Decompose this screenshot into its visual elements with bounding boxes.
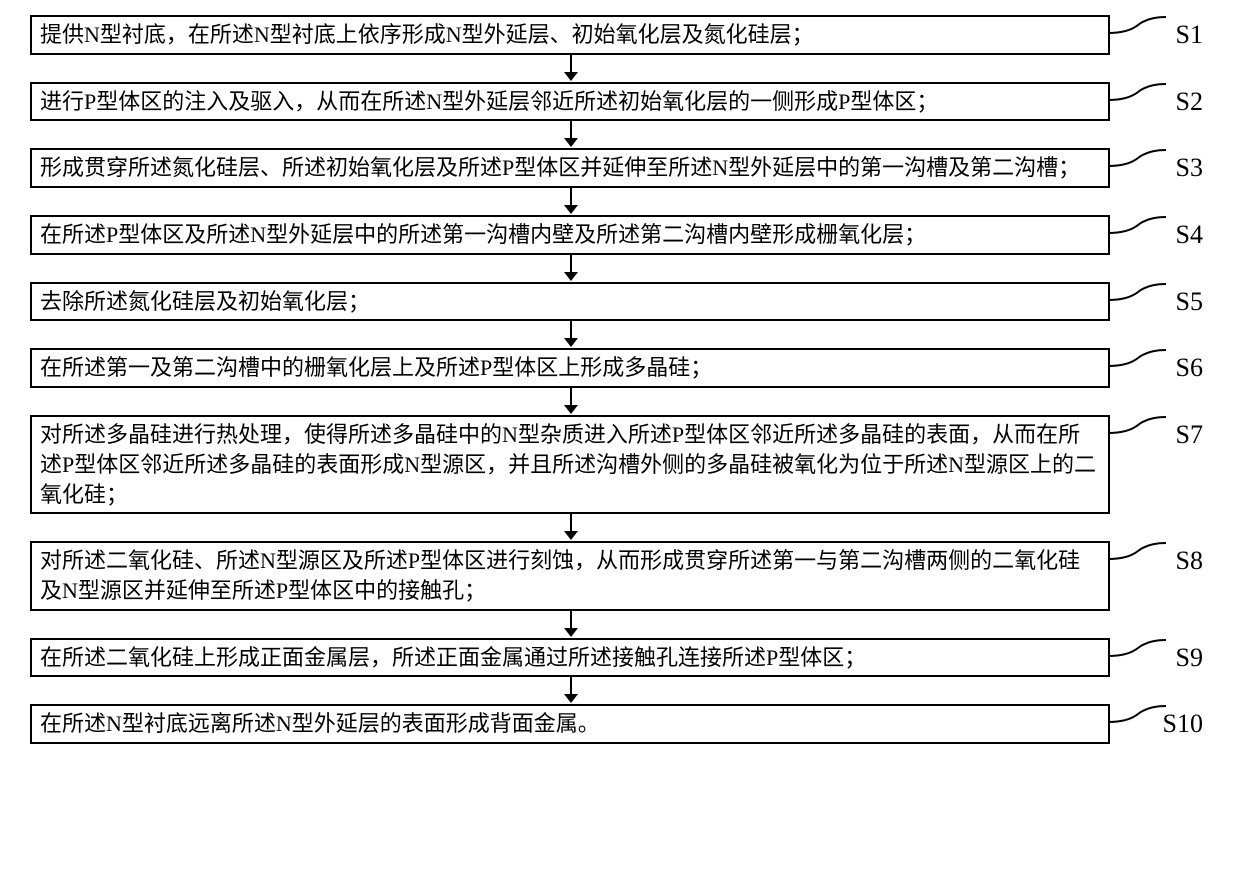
step-label-s3: S3 — [1176, 150, 1203, 185]
step-text: 形成贯穿所述氮化硅层、所述初始氧化层及所述P型体区并延伸至所述N型外延层中的第一… — [40, 155, 1080, 180]
connector-arrow — [30, 121, 1210, 148]
step-label-s5: S5 — [1176, 284, 1203, 319]
step-box-s2: 进行P型体区的注入及驱入，从而在所述N型外延层邻近所述初始氧化层的一侧形成P型体… — [30, 82, 1110, 122]
step-box-s7: 对所述多晶硅进行热处理，使得所述多晶硅中的N型杂质进入所述P型体区邻近所述多晶硅… — [30, 415, 1110, 514]
step-box-s8: 对所述二氧化硅、所述N型源区及所述P型体区进行刻蚀，从而形成贯穿所述第一与第二沟… — [30, 541, 1110, 610]
flowchart-canvas: 提供N型衬底，在所述N型衬底上依序形成N型外延层、初始氧化层及氮化硅层；S1进行… — [30, 15, 1210, 744]
connector-arrow — [30, 514, 1210, 541]
connector-arrow — [30, 255, 1210, 282]
step-box-s1: 提供N型衬底，在所述N型衬底上依序形成N型外延层、初始氧化层及氮化硅层；S1 — [30, 15, 1110, 55]
step-box-s6: 在所述第一及第二沟槽中的栅氧化层上及所述P型体区上形成多晶硅；S6 — [30, 348, 1110, 388]
step-box-s5: 去除所述氮化硅层及初始氧化层；S5 — [30, 282, 1110, 322]
connector-arrow — [30, 321, 1210, 348]
leader-line — [1108, 537, 1168, 565]
leader-line — [1108, 634, 1168, 662]
connector-arrow — [30, 611, 1210, 638]
leader-line — [1108, 278, 1168, 306]
leader-line — [1108, 144, 1168, 172]
step-label-s7: S7 — [1176, 417, 1203, 452]
connector-arrow — [30, 388, 1210, 415]
leader-line — [1108, 11, 1168, 39]
connector-arrow — [30, 677, 1210, 704]
step-label-s9: S9 — [1176, 640, 1203, 675]
leader-line — [1108, 344, 1168, 372]
step-label-s2: S2 — [1176, 84, 1203, 119]
step-text: 在所述P型体区及所述N型外延层中的所述第一沟槽内壁及所述第二沟槽内壁形成栅氧化层… — [40, 222, 926, 247]
step-box-s3: 形成贯穿所述氮化硅层、所述初始氧化层及所述P型体区并延伸至所述N型外延层中的第一… — [30, 148, 1110, 188]
step-label-s4: S4 — [1176, 217, 1203, 252]
leader-line — [1108, 411, 1168, 439]
step-text: 提供N型衬底，在所述N型衬底上依序形成N型外延层、初始氧化层及氮化硅层； — [40, 22, 814, 47]
leader-line — [1108, 78, 1168, 106]
step-text: 对所述多晶硅进行热处理，使得所述多晶硅中的N型杂质进入所述P型体区邻近所述多晶硅… — [40, 422, 1096, 506]
connector-arrow — [30, 55, 1210, 82]
step-box-s4: 在所述P型体区及所述N型外延层中的所述第一沟槽内壁及所述第二沟槽内壁形成栅氧化层… — [30, 215, 1110, 255]
step-label-s6: S6 — [1176, 350, 1203, 385]
step-text: 在所述第一及第二沟槽中的栅氧化层上及所述P型体区上形成多晶硅； — [40, 355, 712, 380]
step-box-s10: 在所述N型衬底远离所述N型外延层的表面形成背面金属。S10 — [30, 704, 1110, 744]
step-text: 进行P型体区的注入及驱入，从而在所述N型外延层邻近所述初始氧化层的一侧形成P型体… — [40, 89, 938, 114]
step-text: 去除所述氮化硅层及初始氧化层； — [40, 289, 370, 314]
connector-arrow — [30, 188, 1210, 215]
step-box-s9: 在所述二氧化硅上形成正面金属层，所述正面金属通过所述接触孔连接所述P型体区；S9 — [30, 638, 1110, 678]
step-label-s1: S1 — [1176, 17, 1203, 52]
leader-line — [1108, 211, 1168, 239]
step-label-s8: S8 — [1176, 543, 1203, 578]
step-text: 在所述N型衬底远离所述N型外延层的表面形成背面金属。 — [40, 711, 600, 736]
step-label-s10: S10 — [1163, 706, 1203, 741]
leader-line — [1108, 700, 1168, 728]
step-text: 在所述二氧化硅上形成正面金属层，所述正面金属通过所述接触孔连接所述P型体区； — [40, 645, 866, 670]
step-text: 对所述二氧化硅、所述N型源区及所述P型体区进行刻蚀，从而形成贯穿所述第一与第二沟… — [40, 548, 1080, 603]
